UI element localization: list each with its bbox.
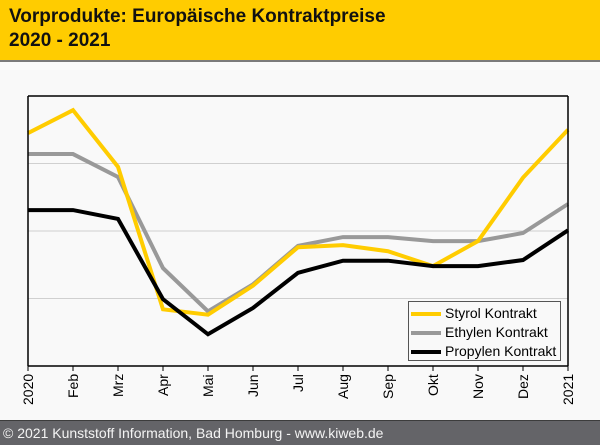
series-line-styrol bbox=[27, 107, 570, 317]
x-tick-label: Jul bbox=[290, 374, 306, 392]
chart-title: Vorprodukte: Europäische Kontraktpreise bbox=[9, 6, 386, 27]
series-line-ethylen bbox=[28, 152, 570, 314]
legend-swatch-styrol bbox=[411, 312, 441, 316]
x-tick-label: Okt bbox=[425, 374, 441, 396]
footer: © 2021 Kunststoff Information, Bad Hombu… bbox=[0, 420, 600, 445]
x-tick-label: Dez bbox=[515, 374, 531, 399]
x-tick-label: 2020 bbox=[20, 373, 36, 405]
legend-label: Ethylen Kontrakt bbox=[445, 324, 548, 340]
chart-subtitle: 2020 - 2021 bbox=[9, 30, 111, 51]
gridlines bbox=[28, 163, 568, 299]
legend-label: Styrol Kontrakt bbox=[445, 305, 537, 321]
legend-swatch-propylen bbox=[411, 350, 441, 354]
legend-item-styrol: Styrol Kontrakt bbox=[409, 304, 559, 323]
series-line-propylen bbox=[28, 208, 570, 337]
x-tick-label: Feb bbox=[65, 373, 81, 398]
chart-header: Vorprodukte: Europäische Kontraktpreise … bbox=[0, 0, 600, 62]
x-tick-label: 2021 bbox=[560, 373, 576, 405]
x-tick-label: Sep bbox=[380, 374, 396, 399]
x-tick-label: Mrz bbox=[110, 373, 126, 397]
axes bbox=[27, 95, 569, 371]
x-tick-label: Jun bbox=[245, 374, 261, 397]
legend-item-propylen: Propylen Kontrakt bbox=[409, 342, 559, 361]
legend-item-ethylen: Ethylen Kontrakt bbox=[409, 323, 559, 342]
x-tick-label: Mai bbox=[200, 374, 216, 397]
copyright-text: © 2021 Kunststoff Information, Bad Hombu… bbox=[3, 425, 384, 441]
legend-label: Propylen Kontrakt bbox=[445, 343, 557, 359]
legend-swatch-ethylen bbox=[411, 331, 441, 335]
x-tick-label: Apr bbox=[155, 374, 171, 396]
series-lines bbox=[27, 107, 570, 337]
x-tick-label: Nov bbox=[470, 374, 486, 399]
legend: Styrol Kontrakt Ethylen Kontrakt Propyle… bbox=[408, 301, 561, 361]
x-tick-label: Aug bbox=[335, 374, 351, 399]
